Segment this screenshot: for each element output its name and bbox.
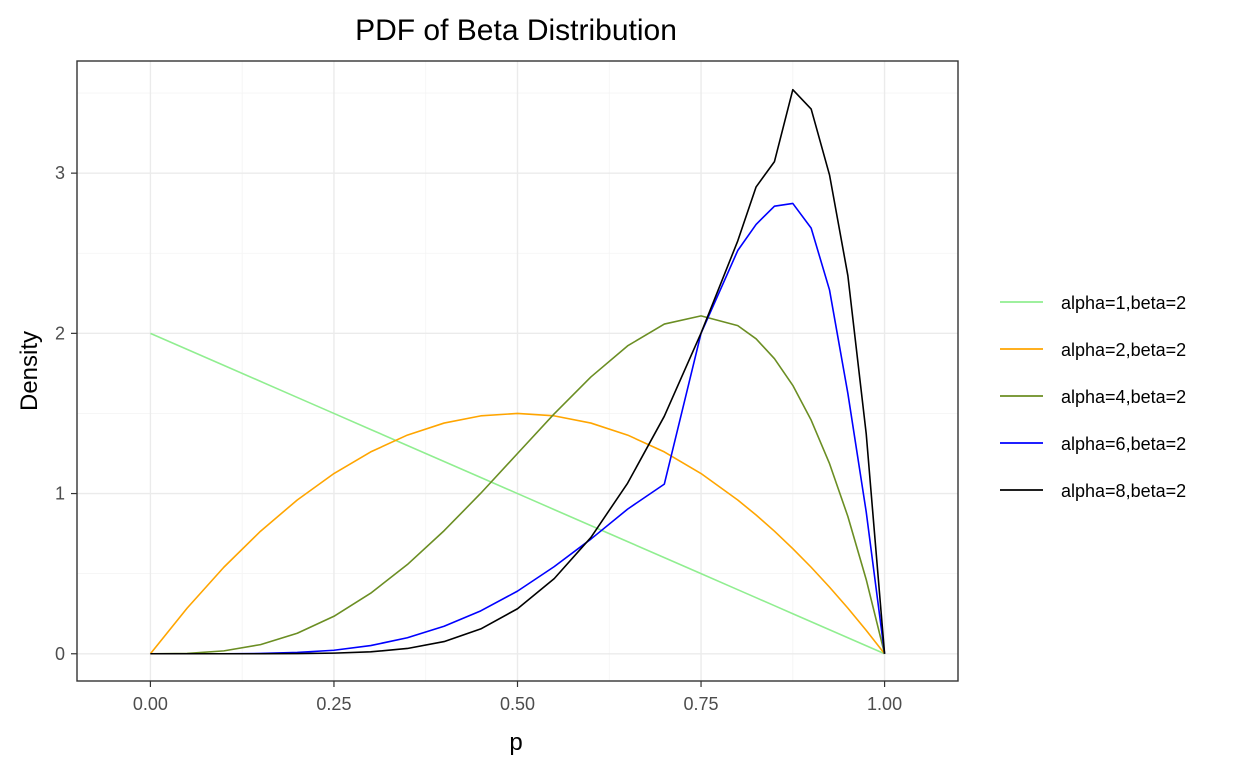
y-tick-label: 0 bbox=[55, 644, 65, 664]
legend-label-2: alpha=2,beta=2 bbox=[1061, 340, 1186, 360]
legend-label-3: alpha=4,beta=2 bbox=[1061, 387, 1186, 407]
x-tick-label: 0.25 bbox=[316, 694, 351, 714]
series-line-1 bbox=[150, 332, 885, 655]
legend-label-4: alpha=6,beta=2 bbox=[1061, 434, 1186, 454]
legend-label-5: alpha=8,beta=2 bbox=[1061, 481, 1186, 501]
legend: alpha=1,beta=2 alpha=2,beta=2 alpha=4,beta… bbox=[1000, 293, 1186, 501]
axis-ticks: 0.00 0.25 0.50 0.75 1.00 0 1 2 3 bbox=[55, 163, 902, 714]
legend-label-1: alpha=1,beta=2 bbox=[1061, 293, 1186, 313]
series-line-5 bbox=[150, 88, 886, 655]
y-tick-label: 3 bbox=[55, 163, 65, 183]
x-axis-label: p bbox=[509, 729, 522, 756]
x-tick-label: 0.75 bbox=[684, 694, 719, 714]
grid bbox=[77, 61, 958, 681]
plot-series bbox=[149, 88, 886, 655]
y-axis-label: Density bbox=[16, 331, 43, 411]
chart-title: PDF of Beta Distribution bbox=[355, 14, 677, 47]
x-tick-label: 1.00 bbox=[867, 694, 902, 714]
y-tick-label: 2 bbox=[55, 323, 65, 343]
series-line-4 bbox=[150, 202, 886, 655]
y-tick-label: 1 bbox=[55, 484, 65, 504]
series-line-2 bbox=[149, 412, 886, 655]
series-line-3 bbox=[150, 315, 886, 655]
x-tick-label: 0.00 bbox=[133, 694, 168, 714]
x-tick-label: 0.50 bbox=[500, 694, 535, 714]
